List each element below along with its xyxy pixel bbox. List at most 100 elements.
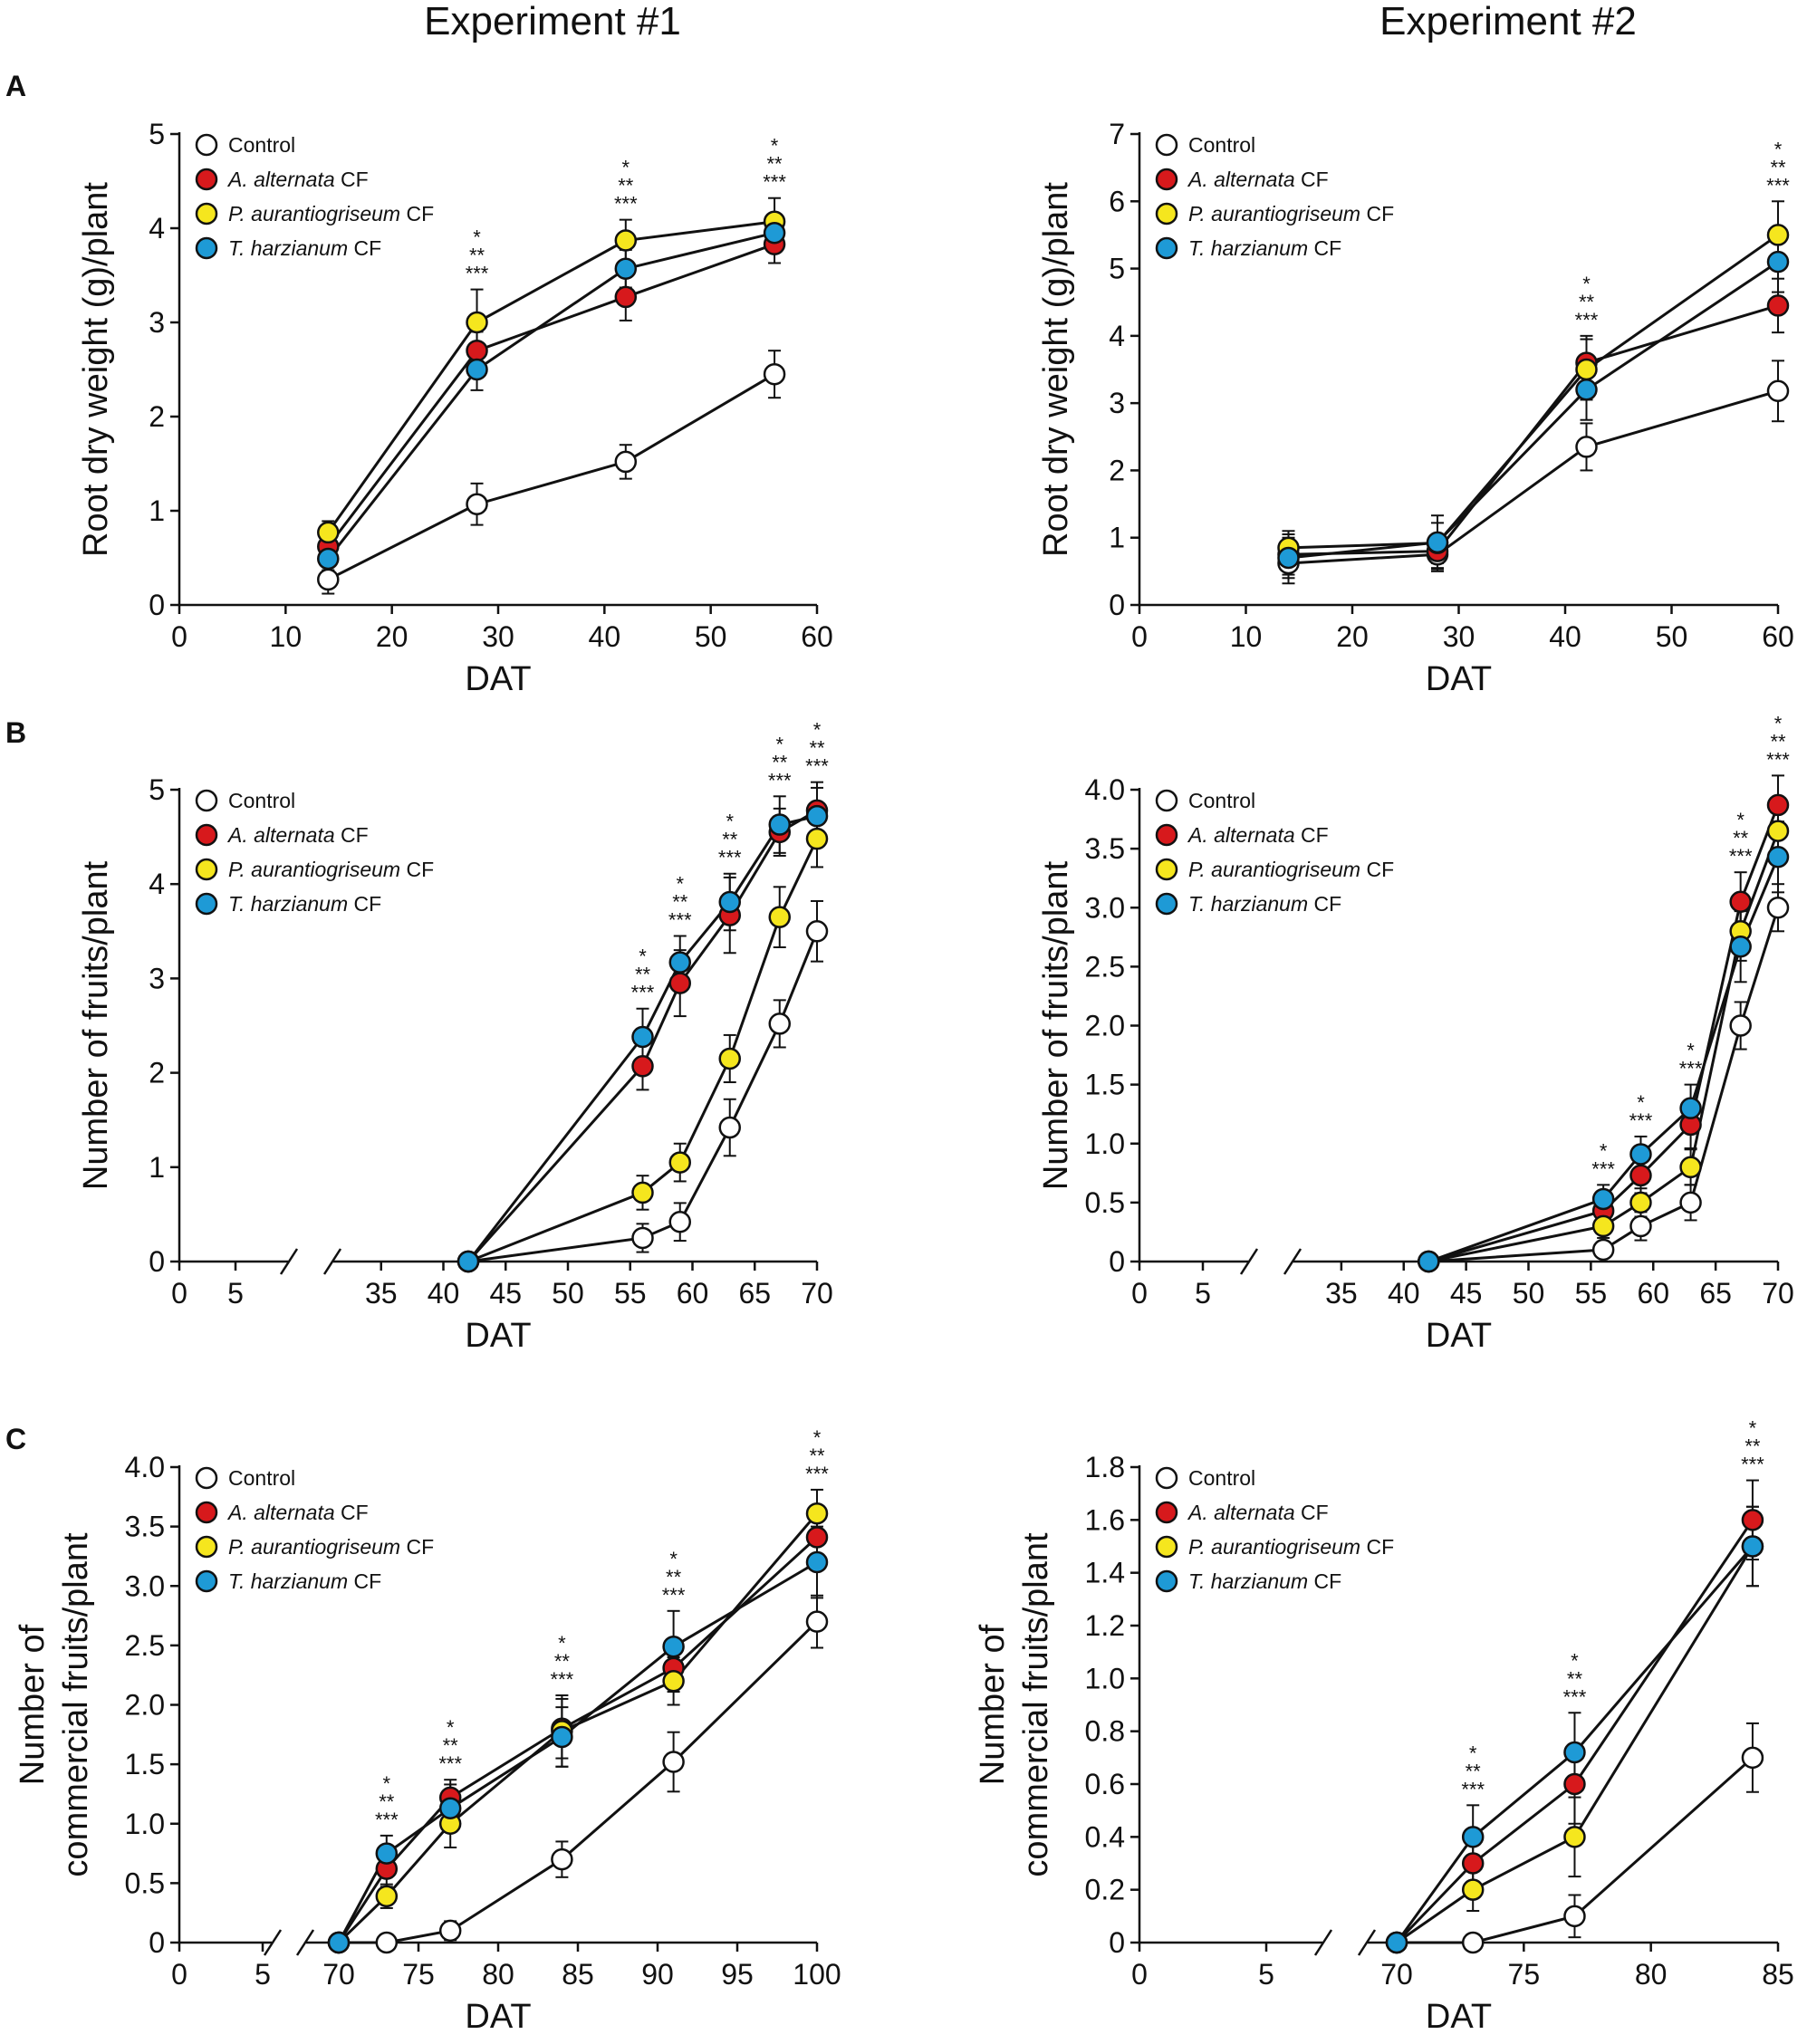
data-point-p-aurantiogriseum-cf [1575,358,1598,381]
y-tick-label: 2.5 [125,1629,165,1662]
legend-label: P. aurantiogriseum CF [1188,202,1394,226]
legend-label: T. harzianum CF [1188,236,1341,260]
significance-stars: * [676,873,684,896]
data-point-a-alternata-cf [1461,1852,1485,1875]
legend-item-p-aurantiogriseum-cf: P. aurantiogriseum CF [195,1535,434,1559]
panel-letter-a: A [5,70,26,102]
data-point-p-aurantiogriseum-cf [718,1047,741,1070]
y-tick-label: 1.5 [1085,1069,1125,1101]
x-tick-label: 40 [589,620,621,653]
y-tick-label: 1.2 [1085,1609,1125,1642]
data-point-t-harzianum-cf [763,221,786,245]
x-tick-label: 40 [428,1277,460,1310]
significance-stars: * [1687,1040,1695,1062]
data-point-a-alternata-cf [805,1526,829,1549]
legend-marker-t-harzianum-cf [1155,892,1178,916]
axis-break-mark [322,1248,342,1275]
legend-marker-p-aurantiogriseum-cf [1155,858,1178,881]
x-tick-label: 0 [171,1958,187,1991]
chart-c2: 0 0.2 0.4 0.6 0.8 1.0 1.2 1.4 1.6 1.8 0 5 70 75 80 85 DA… [974,1417,1794,2036]
axis-break-mark [295,1929,315,1956]
significance-stars: * [775,733,783,755]
significance-stars: * [383,1772,391,1795]
series-line-t-harzianum-cf [1288,260,1779,560]
legend-item-a-alternata-cf: A. alternata CF [195,1501,369,1524]
legend-label: T. harzianum CF [228,1569,381,1593]
y-tick-label: 2.5 [1085,950,1125,983]
y-tick-label: 2.0 [1085,1010,1125,1042]
data-point-a-alternata-cf [1766,793,1790,817]
axis-break-mark [263,1929,283,1956]
data-point-t-harzianum-cf [768,813,791,836]
x-tick-label: 20 [376,620,408,653]
data-point-t-harzianum-cf [614,257,638,280]
significance-stars: * [669,1548,678,1570]
x-tick-label: 5 [255,1958,271,1991]
data-point-control [375,1931,399,1954]
significance-stars: * [1582,273,1591,295]
x-tick-label: 45 [489,1277,522,1310]
legend-marker-p-aurantiogriseum-cf [195,858,218,881]
y-tick-label: 3.0 [125,1569,165,1602]
series-line-t-harzianum-cf [337,1560,818,1943]
y-tick-label: 0 [149,589,165,621]
data-point-control [1729,1014,1752,1037]
significance-stars: *** [466,263,489,285]
legend-item-t-harzianum-cf: T. harzianum CF [195,1569,381,1593]
legend-marker-p-aurantiogriseum-cf [1155,202,1178,226]
x-tick-label: 0 [1131,1958,1148,1991]
legend-marker-t-harzianum-cf [195,892,218,916]
y-tick-label: 1 [1109,522,1125,554]
data-point-t-harzianum-cf [1563,1741,1586,1764]
significance-stars: ** [443,1734,459,1757]
data-point-t-harzianum-cf [375,1842,399,1865]
legend-marker-a-alternata-cf [1155,168,1178,191]
significance-stars: * [771,135,779,158]
data-point-t-harzianum-cf [551,1725,573,1749]
significance-stars: ** [722,829,738,851]
significance-stars: *** [763,171,786,194]
significance-stars: ** [469,245,485,267]
legend-item-control: Control [195,133,295,157]
data-point-p-aurantiogriseum-cf [466,311,488,334]
data-point-p-aurantiogriseum-cf [805,1502,829,1525]
data-point-control [631,1226,654,1250]
x-tick-label: 20 [1336,620,1369,653]
legend-label: A. alternata CF [1187,1501,1329,1524]
data-point-a-alternata-cf [1766,294,1790,317]
significance-stars: * [447,1716,455,1739]
y-tick-label: 6 [1109,185,1125,217]
legend-item-t-harzianum-cf: T. harzianum CF [1155,892,1341,916]
legend-label: T. harzianum CF [228,236,381,260]
y-tick-label: 4 [1109,320,1125,352]
series-line-a-alternata-cf [1427,804,1780,1263]
x-tick-label: 10 [270,620,303,653]
data-point-control [768,1012,791,1035]
legend-marker-a-alternata-cf [195,168,218,191]
legend-marker-control [195,789,218,812]
y-axis-label: Number of fruits/plant [1037,860,1075,1190]
series-line-control [339,1620,819,1944]
data-point-control [718,1116,741,1139]
x-tick-label: 40 [1549,620,1581,653]
series-line-p-aurantiogriseum-cf [1396,1545,1754,1944]
y-tick-label: 0 [1109,1926,1125,1959]
significance-stars: ** [1745,1435,1761,1458]
significance-stars: ** [1579,291,1595,313]
series-line-t-harzianum-cf [1395,1545,1754,1943]
significance-stars: * [1637,1091,1645,1114]
significance-stars: *** [551,1668,574,1691]
significance-stars: *** [1629,1109,1653,1132]
data-point-t-harzianum-cf [1418,1250,1440,1273]
legend-marker-control [1155,1466,1178,1490]
axis-break-mark [1313,1929,1333,1956]
data-point-p-aurantiogriseum-cf [1591,1214,1615,1238]
series-line-control [1428,907,1780,1263]
data-point-p-aurantiogriseum-cf [1629,1191,1652,1214]
series-line-p-aurantiogriseum-cf [467,838,819,1263]
data-point-a-alternata-cf [614,285,638,309]
legend-label: P. aurantiogriseum CF [1188,858,1394,881]
legend-item-control: Control [1155,133,1255,157]
data-point-t-harzianum-cf [1426,531,1449,554]
